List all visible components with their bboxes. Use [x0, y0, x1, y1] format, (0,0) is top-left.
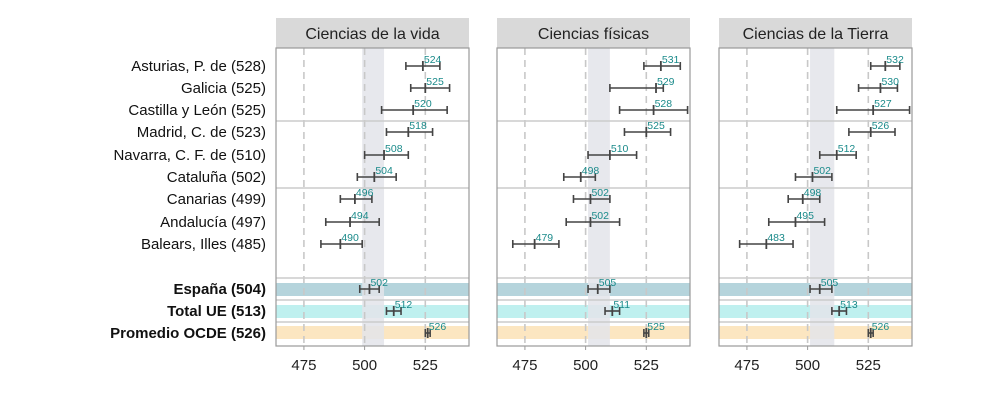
row-label: Canarias (499) [167, 191, 266, 208]
value-label: 532 [886, 54, 904, 66]
value-label: 526 [872, 321, 890, 333]
value-label: 494 [351, 210, 369, 222]
panel-border [718, 47, 913, 347]
x-tick-label: 525 [856, 357, 881, 374]
facet-strip [719, 18, 912, 48]
row-label: Navarra, C. F. de (510) [113, 147, 266, 164]
row-label: España (504) [173, 281, 266, 298]
value-label: 505 [599, 277, 617, 289]
value-label: 525 [647, 120, 665, 132]
value-label: 529 [657, 76, 675, 88]
x-tick-label: 475 [734, 357, 759, 374]
row-label: Asturias, P. de (528) [131, 58, 266, 75]
value-label: 495 [796, 210, 814, 222]
value-label: 525 [426, 76, 444, 88]
value-label: 504 [375, 165, 393, 177]
value-label: 518 [409, 120, 427, 132]
row-label: Promedio OCDE (526) [110, 325, 266, 342]
value-label: 525 [647, 321, 665, 333]
value-label: 528 [655, 98, 673, 110]
row-label: Madrid, C. de (523) [137, 124, 266, 141]
value-label: 513 [840, 299, 858, 311]
row-label: Total UE (513) [167, 303, 266, 320]
x-tick-label: 525 [413, 357, 438, 374]
value-label: 483 [767, 232, 785, 244]
value-label: 502 [370, 277, 388, 289]
value-label: 508 [385, 143, 403, 155]
value-label: 502 [591, 187, 609, 199]
value-label: 496 [356, 187, 374, 199]
facet-strip [497, 18, 690, 48]
value-label: 511 [613, 299, 630, 311]
x-tick-label: 475 [291, 357, 316, 374]
reference-band [810, 48, 835, 346]
value-label: 502 [813, 165, 831, 177]
x-tick-label: 500 [795, 357, 820, 374]
row-label: Castilla y León (525) [128, 102, 266, 119]
value-label: 498 [582, 165, 600, 177]
reference-band [588, 48, 610, 346]
row-label: Galicia (525) [181, 80, 266, 97]
value-label: 524 [424, 54, 442, 66]
value-label: 526 [429, 321, 447, 333]
x-tick-label: 500 [352, 357, 377, 374]
facet-title: Ciencias de la vida [305, 26, 439, 43]
value-label: 479 [536, 232, 554, 244]
value-label: 531 [662, 54, 680, 66]
value-label: 520 [414, 98, 432, 110]
value-label: 502 [591, 210, 609, 222]
row-label: Cataluña (502) [167, 169, 266, 186]
facet-title: Ciencias físicas [538, 26, 649, 43]
facet-strip [276, 18, 469, 48]
value-label: 527 [874, 98, 892, 110]
value-label: 490 [341, 232, 359, 244]
facet-title: Ciencias de la Tierra [743, 26, 889, 43]
row-label: Andalucía (497) [160, 214, 266, 231]
value-label: 512 [838, 143, 856, 155]
value-label: 510 [611, 143, 629, 155]
x-tick-label: 525 [634, 357, 659, 374]
row-label: Balears, Illes (485) [141, 236, 266, 253]
value-label: 498 [804, 187, 822, 199]
panel-border [496, 47, 691, 347]
reference-band [362, 48, 385, 346]
x-tick-label: 475 [512, 357, 537, 374]
value-label: 526 [872, 120, 890, 132]
value-label: 505 [821, 277, 839, 289]
value-label: 512 [395, 299, 413, 311]
panel-border [275, 47, 470, 347]
x-tick-label: 500 [573, 357, 598, 374]
value-label: 530 [881, 76, 899, 88]
